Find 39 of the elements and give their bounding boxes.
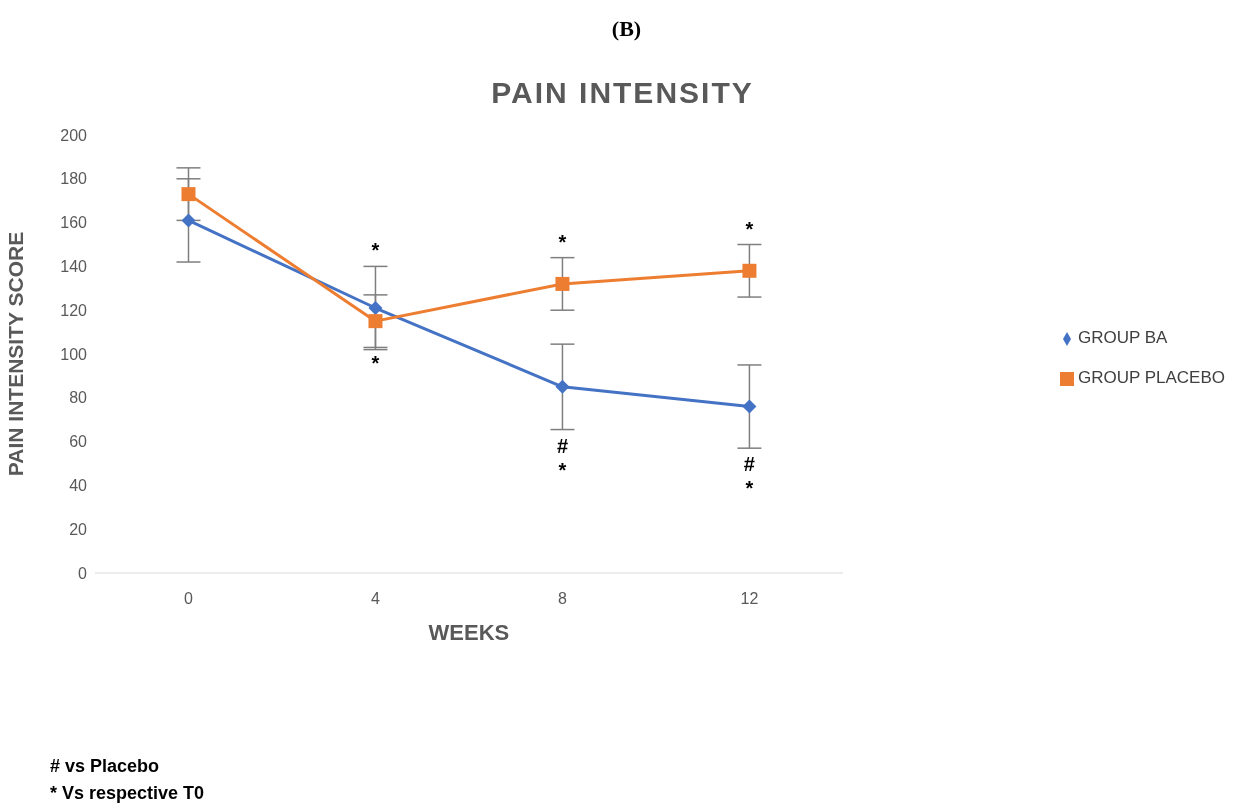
point — [742, 399, 757, 414]
point — [368, 301, 383, 316]
point — [742, 263, 757, 278]
annotation: * — [371, 239, 380, 262]
x-axis-title: WEEKS — [428, 620, 510, 645]
y-axis-title: PAIN INTENSITY SCORE — [4, 231, 28, 477]
y-tick-label: 120 — [60, 301, 88, 319]
annotation: * — [745, 217, 754, 240]
legend-label: GROUP BA — [1077, 328, 1168, 347]
point — [181, 213, 196, 228]
x-tick-label: 4 — [371, 590, 381, 608]
y-tick-label: 60 — [69, 433, 88, 451]
point — [555, 276, 570, 291]
annotation: * — [371, 352, 380, 375]
x-tick-label: 0 — [184, 590, 194, 608]
annotation: * — [558, 458, 567, 481]
y-tick-label: 160 — [60, 214, 88, 232]
annotation: * — [745, 477, 754, 500]
text: * Vs respective T0 — [50, 783, 205, 804]
x-tick-label: 12 — [740, 590, 759, 608]
y-tick-label: 0 — [78, 564, 88, 582]
annotation: # — [556, 434, 569, 457]
annotation: * — [558, 230, 567, 253]
y-tick-label: 180 — [60, 170, 88, 188]
point — [555, 379, 570, 394]
x-tick-label: 8 — [558, 590, 567, 608]
y-tick-label: 40 — [69, 477, 88, 495]
y-tick-label: 100 — [60, 345, 88, 363]
chart-title: PAIN INTENSITY — [491, 76, 754, 109]
text: (B) — [610, 16, 643, 42]
annotation: # — [743, 453, 755, 476]
y-tick-label: 200 — [60, 126, 88, 144]
point — [368, 314, 383, 329]
point — [181, 187, 196, 202]
text: # vs Placebo — [50, 756, 160, 777]
y-tick-label: 20 — [69, 520, 88, 538]
legend-label: GROUP PLACEBO — [1077, 368, 1225, 387]
y-tick-label: 80 — [69, 389, 88, 407]
y-tick-label: 140 — [60, 258, 88, 276]
